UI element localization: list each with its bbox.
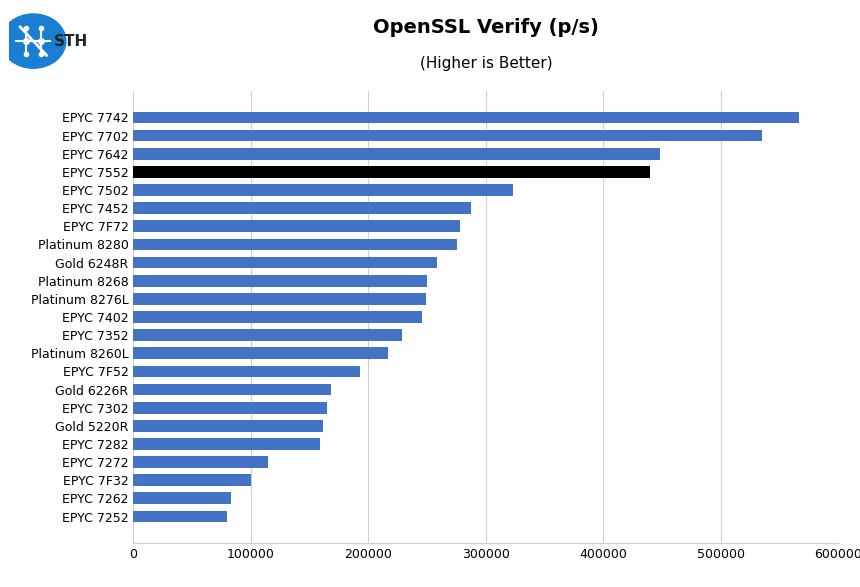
Bar: [133, 420, 322, 431]
Text: STH: STH: [53, 33, 88, 49]
Bar: [133, 203, 470, 214]
Bar: [133, 130, 762, 141]
Bar: [133, 438, 320, 450]
Bar: [133, 257, 437, 268]
Bar: [133, 384, 331, 396]
Bar: [133, 184, 513, 196]
Bar: [133, 511, 227, 522]
Bar: [133, 474, 251, 486]
Bar: [133, 112, 799, 123]
Bar: [133, 275, 427, 286]
Bar: [133, 238, 457, 250]
Bar: [133, 220, 460, 232]
Bar: [133, 456, 268, 468]
Bar: [133, 293, 426, 305]
Bar: [133, 311, 422, 323]
Bar: [133, 148, 660, 160]
Bar: [133, 348, 389, 359]
Bar: [133, 166, 650, 178]
Bar: [133, 492, 230, 504]
Bar: [133, 366, 360, 377]
Bar: [133, 329, 402, 341]
Bar: [133, 402, 327, 414]
Text: (Higher is Better): (Higher is Better): [420, 56, 552, 71]
Circle shape: [1, 14, 66, 68]
Text: OpenSSL Verify (p/s): OpenSSL Verify (p/s): [373, 18, 599, 36]
